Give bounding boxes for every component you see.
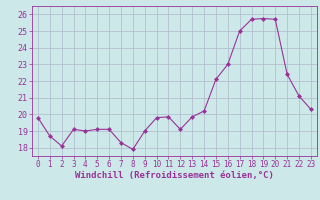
X-axis label: Windchill (Refroidissement éolien,°C): Windchill (Refroidissement éolien,°C)	[75, 171, 274, 180]
